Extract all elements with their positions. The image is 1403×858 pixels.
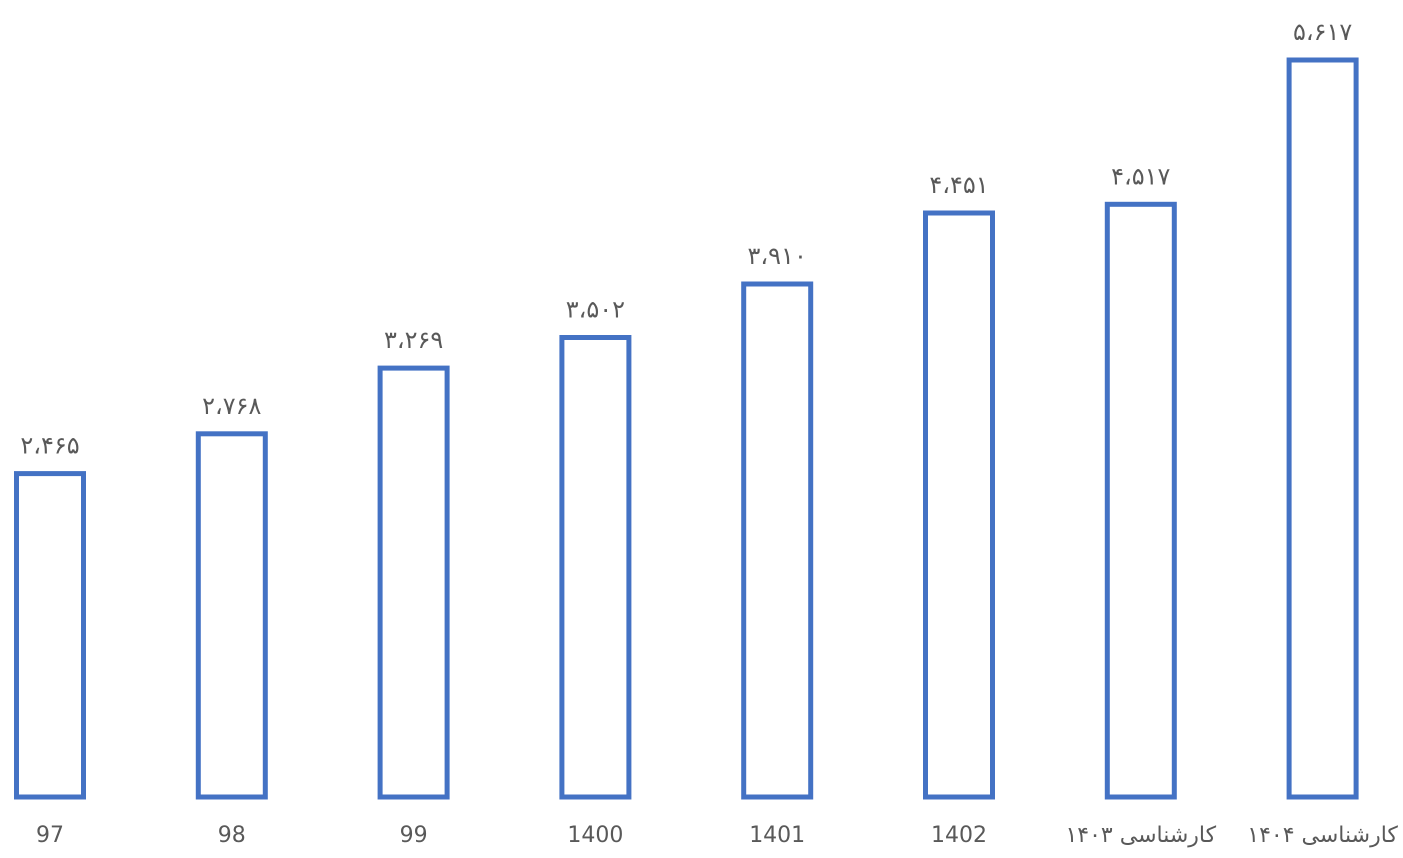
data-label: ۳،۵۰۲ bbox=[566, 296, 625, 324]
x-tick-label: 97 bbox=[36, 823, 64, 848]
x-tick-label: 1400 bbox=[567, 823, 623, 848]
data-label: ۳،۲۶۹ bbox=[384, 326, 443, 354]
bar-99 bbox=[377, 365, 450, 800]
x-tick-label: 1401 bbox=[749, 823, 805, 848]
data-label: ۵،۶۱۷ bbox=[1293, 18, 1352, 46]
x-tick-label: کارشناسی ۱۴۰۳ bbox=[1065, 823, 1216, 848]
x-tick-label: 99 bbox=[400, 823, 428, 848]
bar-کارشناسی ۱۴۰۳ bbox=[1104, 201, 1177, 800]
x-tick-label: 1402 bbox=[931, 823, 987, 848]
data-label: ۲،۷۶۸ bbox=[202, 392, 261, 420]
bar-1400 bbox=[559, 335, 632, 800]
x-tick-label: 98 bbox=[218, 823, 246, 848]
bar-1402 bbox=[923, 210, 995, 800]
bar-97 bbox=[14, 471, 86, 800]
data-label: ۳،۹۱۰ bbox=[748, 242, 807, 270]
x-tick-label: کارشناسی ۱۴۰۴ bbox=[1247, 823, 1398, 848]
data-label: ۴،۴۵۱ bbox=[929, 171, 988, 199]
bar-کارشناسی ۱۴۰۴ bbox=[1286, 57, 1359, 800]
bar-98 bbox=[195, 431, 268, 800]
bar-1401 bbox=[741, 281, 814, 800]
data-label: ۲،۴۶۵ bbox=[20, 432, 79, 460]
data-label: ۴،۵۱۷ bbox=[1111, 162, 1170, 190]
